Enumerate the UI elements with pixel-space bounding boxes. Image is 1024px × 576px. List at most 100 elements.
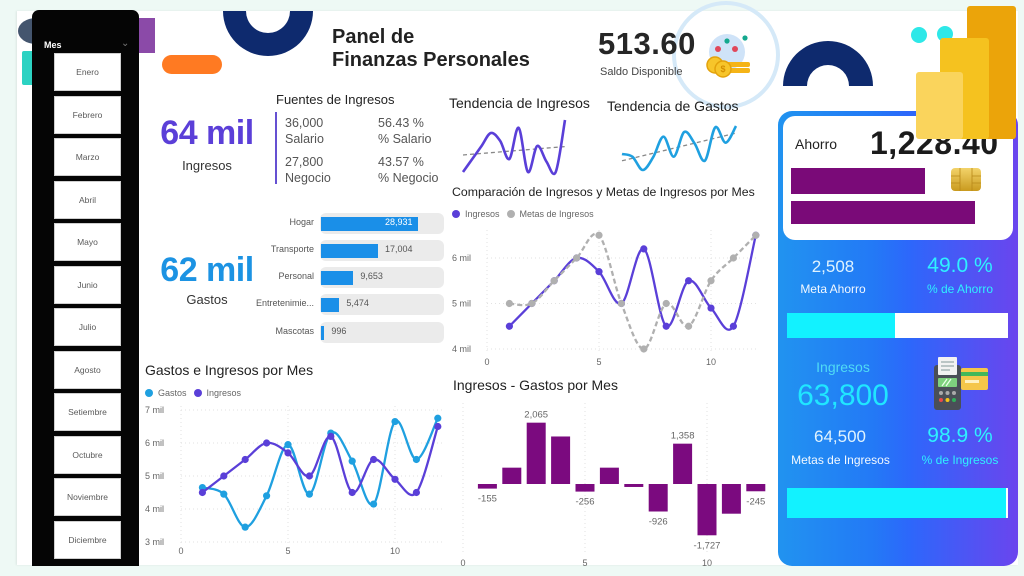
slicer-item-junio[interactable]: Junio (54, 265, 121, 304)
data-point[interactable] (729, 254, 737, 262)
legend-label-ingresos[interactable]: Ingresos (465, 209, 500, 219)
slicer-item-agosto[interactable]: Agosto (54, 350, 121, 389)
gastos-bar-row[interactable]: Transporte 17,004 (0, 240, 444, 261)
data-point[interactable] (617, 299, 625, 308)
bar[interactable] (599, 467, 619, 484)
legend-label-gastos[interactable]: Gastos (158, 388, 187, 398)
data-point[interactable] (707, 277, 715, 285)
bar[interactable] (502, 467, 522, 484)
data-point[interactable] (220, 472, 228, 480)
bar[interactable] (721, 484, 741, 514)
powerbi-logo-icon (916, 6, 1016, 139)
data-point[interactable] (528, 299, 536, 308)
data-point[interactable] (412, 488, 420, 497)
data-point[interactable] (263, 439, 271, 447)
data-point[interactable] (729, 322, 737, 330)
ingresos-card-label: Ingresos (816, 359, 870, 375)
bar-value-label: 28,931 (385, 217, 413, 227)
bar[interactable] (551, 436, 571, 484)
data-point[interactable] (241, 455, 249, 464)
data-point[interactable] (640, 345, 648, 353)
slicer-item-octubre[interactable]: Octubre (54, 435, 121, 474)
data-point[interactable] (370, 500, 378, 508)
series-line[interactable] (509, 232, 757, 351)
gastos-bar-row[interactable]: Mascotas 996 (0, 322, 444, 343)
data-point[interactable] (391, 475, 399, 483)
data-point[interactable] (505, 322, 513, 330)
bar-value-label: 2,065 (524, 410, 548, 421)
data-point[interactable] (434, 422, 442, 431)
data-point[interactable] (348, 457, 356, 465)
data-point[interactable] (595, 231, 603, 239)
legend-label-metas[interactable]: Metas de Ingresos (519, 209, 594, 219)
data-point[interactable] (550, 277, 558, 285)
data-point[interactable] (752, 231, 760, 239)
slicer-item-noviembre[interactable]: Noviembre (54, 478, 121, 516)
slicer-item-febrero[interactable]: Febrero (54, 95, 121, 134)
data-point[interactable] (198, 488, 206, 497)
bar[interactable] (624, 484, 644, 487)
data-point[interactable] (573, 254, 581, 262)
category-label: Entretenimie... (255, 298, 314, 308)
series-line[interactable] (202, 417, 439, 529)
chevron-down-icon[interactable]: ⌄ (121, 38, 130, 49)
series-line[interactable] (508, 234, 757, 331)
data-point[interactable] (305, 472, 313, 480)
slicer-item-julio[interactable]: Julio (54, 308, 121, 346)
data-point[interactable] (662, 322, 670, 330)
data-point[interactable] (707, 304, 715, 312)
bar-value-label: 5,474 (346, 298, 369, 308)
data-point[interactable] (220, 490, 228, 498)
bar[interactable] (697, 484, 717, 536)
slicer-item-mayo[interactable]: Mayo (54, 223, 121, 261)
legend-dot-gastos (145, 389, 153, 397)
data-point[interactable] (370, 455, 378, 464)
data-point[interactable] (595, 268, 603, 276)
bar[interactable] (477, 484, 497, 489)
data-point[interactable] (640, 245, 648, 253)
svg-text:$: $ (720, 64, 725, 74)
deco-navy-ring (223, 11, 313, 56)
slicer-item-marzo[interactable]: Marzo (54, 138, 121, 176)
data-point[interactable] (685, 277, 693, 285)
data-point[interactable] (284, 449, 292, 457)
bar-value-label: -926 (649, 517, 668, 528)
data-point[interactable] (391, 417, 399, 426)
slicer-item-diciembre[interactable]: Diciembre (54, 520, 121, 559)
data-point[interactable] (327, 432, 335, 440)
gastos-bar-row[interactable]: Personal 9,653 (0, 267, 444, 288)
gastos-bar-row[interactable]: Entretenimie... 5,474 (0, 294, 444, 315)
bar-fill[interactable] (321, 298, 340, 312)
bar[interactable] (575, 484, 595, 492)
data-point[interactable] (685, 322, 693, 330)
sparkline-path[interactable] (621, 125, 738, 172)
data-point[interactable] (434, 414, 442, 422)
gastos-bar-row[interactable]: Hogar 28,931 (0, 213, 444, 234)
data-point[interactable] (198, 483, 206, 492)
slicer-item-abril[interactable]: Abril (54, 180, 121, 219)
page-title-line2: Finanzas Personales (332, 49, 530, 71)
bar-fill[interactable] (321, 217, 418, 231)
data-point[interactable] (412, 455, 420, 464)
data-point[interactable] (263, 492, 271, 500)
x-tick-label: 5 (285, 546, 290, 556)
bar[interactable] (746, 484, 766, 492)
data-point[interactable] (241, 523, 249, 531)
bar-fill[interactable] (321, 244, 378, 258)
bar-fill[interactable] (321, 271, 354, 285)
data-point[interactable] (505, 299, 513, 308)
bar[interactable] (673, 443, 693, 484)
data-point[interactable] (305, 490, 313, 498)
data-point[interactable] (662, 299, 670, 308)
slicer-item-setiembre[interactable]: Setiembre (54, 393, 121, 431)
data-point[interactable] (348, 488, 356, 497)
bar-fill[interactable] (321, 326, 325, 340)
bar[interactable] (526, 422, 546, 484)
slicer-item-enero[interactable]: Enero (54, 53, 121, 91)
sparkline-path[interactable] (461, 119, 567, 176)
diferencia-chart-title: Ingresos - Gastos por Mes (453, 377, 618, 393)
legend-label-ingresos[interactable]: Ingresos (206, 388, 242, 398)
data-point[interactable] (284, 441, 292, 449)
ahorro-progress-bar (787, 313, 1008, 338)
bar[interactable] (648, 484, 668, 512)
